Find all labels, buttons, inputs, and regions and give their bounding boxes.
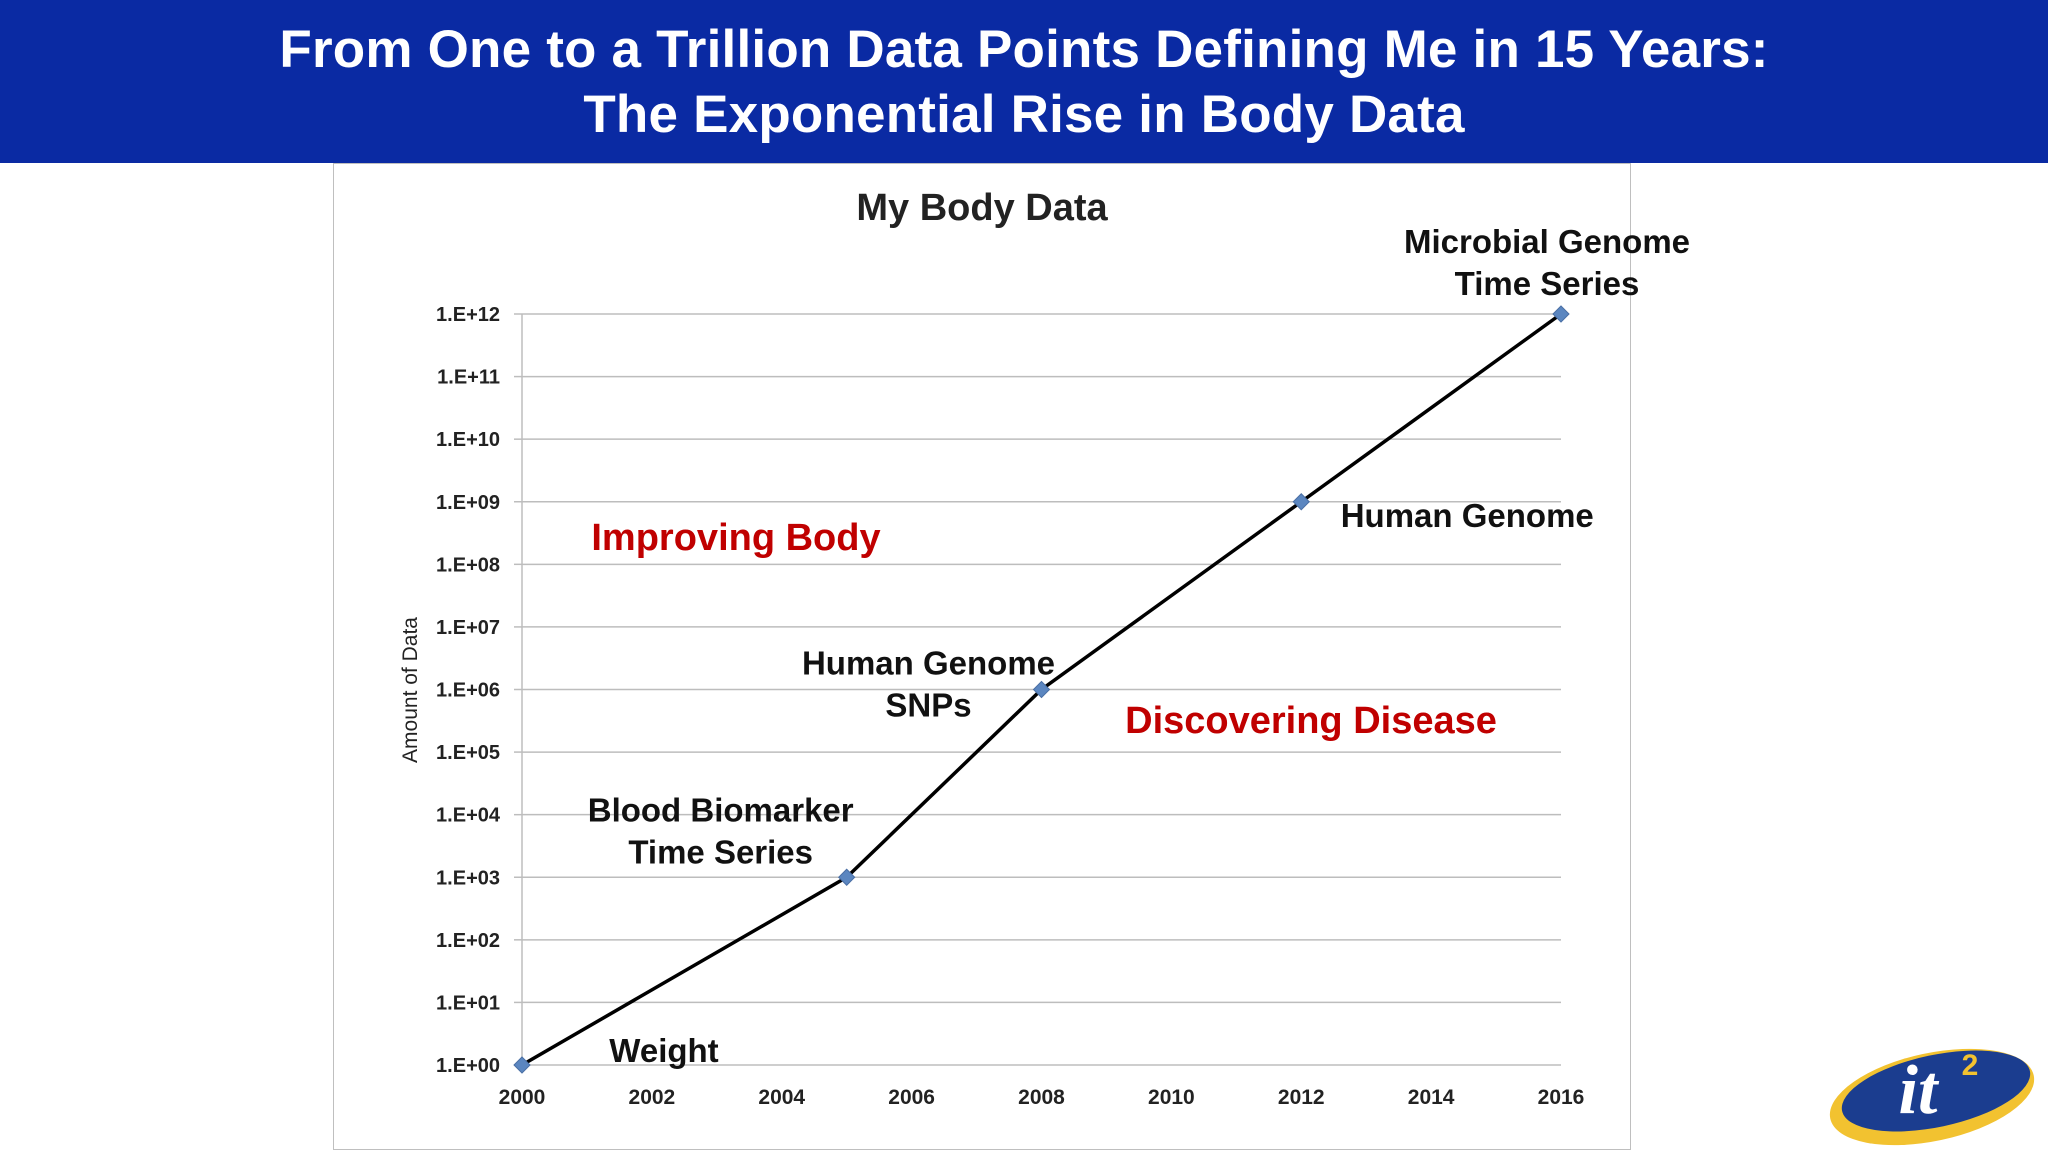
point-label-line: SNPs [885, 687, 971, 724]
y-tick-label: 1.E+00 [436, 1055, 500, 1077]
title-line-1: From One to a Trillion Data Points Defin… [279, 19, 1769, 79]
point-label-line: Time Series [1455, 265, 1640, 302]
x-tick-label: 2014 [1408, 1086, 1455, 1109]
x-tick-label: 2002 [629, 1086, 676, 1109]
y-tick-label: 1.E+07 [436, 617, 500, 639]
logo-superscript: 2 [1962, 1049, 1979, 1082]
chart-frame [333, 163, 1631, 1150]
point-label-line: Weight [609, 1032, 718, 1069]
point-label: Weight [609, 1032, 718, 1069]
point-label: Blood Biomarker Time Series [588, 791, 854, 870]
annotation-text: Discovering Disease [1125, 700, 1497, 742]
data-point-marker [1292, 493, 1310, 511]
y-tick-label: 1.E+10 [436, 429, 500, 451]
x-tick-label: 2000 [499, 1086, 546, 1109]
x-tick-label: 2004 [758, 1086, 805, 1109]
annotations: Improving Body Discovering Disease [591, 517, 1496, 742]
x-tick-label: 2016 [1538, 1086, 1585, 1109]
chart-title: My Body Data [856, 187, 1108, 229]
it2-logo: it 2 [1829, 1048, 2035, 1146]
x-tick-label: 2010 [1148, 1086, 1195, 1109]
x-tick-label: 2006 [888, 1086, 935, 1109]
x-tick-label: 2012 [1278, 1086, 1325, 1109]
point-label-line: Blood Biomarker [588, 791, 854, 828]
point-label: Human Genome [1341, 497, 1594, 534]
point-labels: Weight Blood Biomarker Time Series Human Ge… [588, 223, 1690, 1069]
data-point-marker [1032, 680, 1051, 699]
data-point-marker [1552, 305, 1570, 323]
data-point-marker [513, 1056, 531, 1074]
series [513, 305, 1570, 1074]
annotation-text: Improving Body [591, 517, 880, 559]
y-tick-label: 1.E+03 [436, 867, 500, 889]
data-point-marker [837, 868, 856, 886]
y-tick-label: 1.E+01 [436, 992, 500, 1014]
point-label-line: Human Genome [1341, 497, 1594, 534]
y-tick-label: 1.E+06 [436, 680, 500, 702]
point-label: Microbial Genome Time Series [1404, 223, 1690, 302]
y-tick-label: 1.E+04 [436, 805, 501, 827]
y-tick-label: 1.E+08 [436, 554, 500, 576]
grid-lines [514, 313, 1561, 1066]
title-line-2: The Exponential Rise in Body Data [583, 84, 1465, 144]
point-label-line: Microbial Genome [1404, 223, 1690, 260]
y-tick-label: 1.E+02 [436, 930, 500, 952]
logo-text: it [1899, 1052, 1940, 1129]
y-tick-label: 1.E+11 [437, 367, 500, 389]
x-tick-label: 2008 [1018, 1086, 1065, 1109]
point-label: Human Genome SNPs [802, 645, 1055, 724]
point-label-line: Human Genome [802, 645, 1055, 682]
y-tick-label: 1.E+12 [436, 304, 500, 326]
y-tick-labels: 1.E+00 1.E+01 1.E+02 1.E+03 1.E+04 1.E+05 1.E+… [436, 304, 501, 1077]
title-banner: From One to a Trillion Data Points Defin… [0, 0, 2048, 163]
x-tick-labels: 2000 2002 2004 2006 2008 2010 2012 2014 2016 [499, 1086, 1585, 1109]
y-axis-label: Amount of Data [399, 617, 422, 763]
point-label-line: Time Series [628, 833, 813, 870]
y-tick-label: 1.E+09 [436, 492, 500, 514]
y-tick-label: 1.E+05 [436, 742, 500, 764]
